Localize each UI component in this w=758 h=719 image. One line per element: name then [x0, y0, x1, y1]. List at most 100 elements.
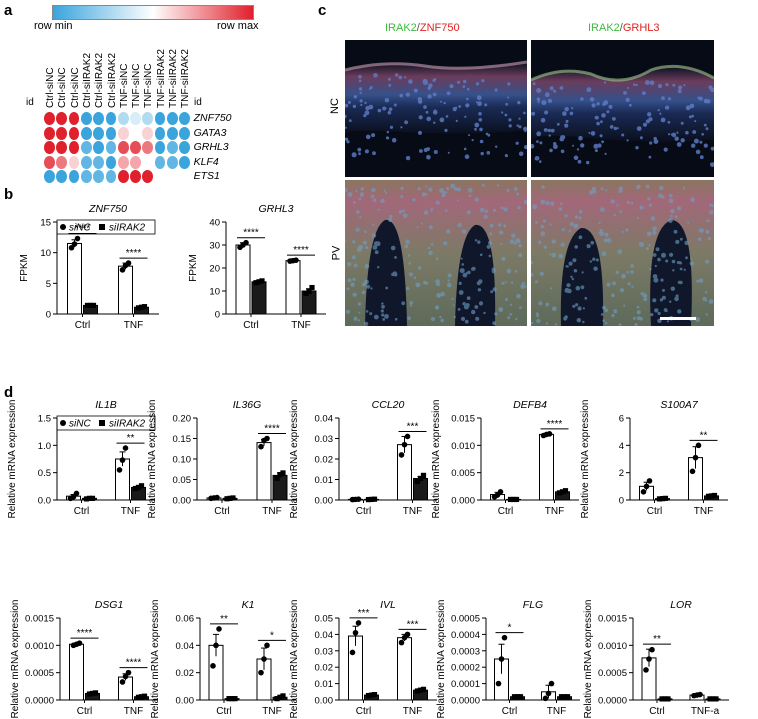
data-point-siNC — [548, 680, 555, 687]
data-point-siIRAK2 — [253, 280, 259, 286]
micrograph-pv-znf750 — [345, 180, 527, 326]
significance-label: * — [270, 630, 274, 641]
heatmap-cell — [130, 126, 141, 140]
chart-title: S100A7 — [660, 399, 699, 411]
data-point-siIRAK2 — [414, 478, 421, 485]
significance-label: *** — [407, 619, 419, 630]
heatmap-cell — [56, 126, 68, 140]
data-point-siIRAK2 — [229, 696, 235, 702]
heatmap-cell — [68, 112, 80, 125]
micrograph-pv-grhl3 — [531, 180, 714, 326]
data-point-siIRAK2 — [309, 284, 315, 291]
y-tick-label: 0.0000 — [25, 696, 54, 707]
data-point-siIRAK2 — [141, 304, 148, 310]
data-point-siIRAK2 — [371, 691, 378, 698]
y-tick-label: 10 — [209, 287, 220, 298]
x-tick-label: TNF — [262, 706, 281, 717]
y-tick-label: 0.04 — [176, 641, 195, 652]
data-point-siNC — [646, 656, 652, 662]
data-point-siIRAK2 — [224, 496, 230, 502]
y-axis-label: Relative mRNA expression — [431, 400, 442, 519]
y-tick-label: 0.005 — [451, 468, 475, 479]
y-tick-label: 0.0010 — [598, 641, 627, 652]
heatmap-cell — [130, 170, 141, 183]
data-point-siIRAK2 — [517, 694, 524, 700]
heatmap-cell — [68, 155, 80, 169]
x-tick-label: TNF — [403, 706, 422, 717]
chart-title: K1 — [242, 599, 255, 611]
y-tick-label: 0.02 — [176, 668, 195, 679]
significance-label: * — [508, 623, 512, 634]
data-point-siIRAK2 — [510, 496, 517, 503]
data-point-siNC — [643, 667, 649, 673]
heatmap-cell — [117, 155, 129, 169]
id-label-right: id — [194, 97, 202, 108]
y-tick-label: 0.01 — [315, 475, 334, 486]
heatmap-cell — [80, 170, 92, 183]
heatmap-cell — [56, 170, 68, 183]
heatmap-cell — [117, 141, 129, 154]
data-point-siIRAK2 — [138, 304, 145, 310]
x-tick-label: Ctrl — [216, 706, 232, 717]
y-tick-label: 0.0005 — [25, 668, 54, 679]
heatmap-cell — [68, 170, 80, 183]
chart-title: ZNF750 — [88, 203, 127, 215]
y-tick-label: 0.0015 — [598, 614, 627, 625]
data-point-siNC — [695, 442, 702, 449]
legend-label-siNC: siNC — [69, 223, 91, 234]
y-tick-label: 0.15 — [173, 434, 192, 445]
significance-label: **** — [243, 228, 259, 239]
y-tick-label: 5 — [46, 279, 51, 290]
micro-title-left: IRAK2/ZNF750 — [385, 22, 460, 34]
data-point-siIRAK2 — [86, 495, 93, 501]
data-point-siIRAK2 — [89, 495, 96, 501]
bar-siNC — [118, 265, 133, 315]
heatmap-row-label: ETS1 — [193, 170, 220, 182]
y-tick-label: 0 — [215, 310, 220, 321]
data-point-siIRAK2 — [659, 696, 665, 702]
data-point-siIRAK2 — [274, 475, 280, 481]
y-tick-label: 0.00 — [173, 496, 192, 507]
heatmap-cell — [167, 170, 178, 183]
significance-label: ** — [653, 634, 661, 645]
y-tick-label: 0.0000 — [451, 696, 480, 707]
y-tick-label: 0.0005 — [598, 668, 627, 679]
heatmap-cell — [93, 141, 104, 154]
heatmap-cell — [93, 155, 104, 169]
heatmap-cell — [44, 126, 55, 140]
data-point-siNC — [214, 494, 220, 501]
heatmap-cell — [56, 112, 68, 125]
x-tick-label: Ctrl — [502, 706, 518, 717]
heatmap-cell — [179, 170, 191, 183]
significance-label: **** — [126, 248, 142, 259]
x-tick-label: Ctrl — [214, 506, 230, 517]
heatmap-cell — [80, 155, 92, 169]
data-point-siIRAK2 — [306, 288, 312, 295]
y-tick-label: 0.05 — [315, 614, 334, 625]
heatmap-cell — [105, 155, 117, 169]
micrograph-nc-grhl3 — [531, 40, 714, 177]
data-point-siNC — [264, 435, 270, 442]
heatmap-cell — [179, 126, 191, 140]
x-tick-label: TNF — [547, 706, 566, 717]
data-point-siIRAK2 — [87, 302, 94, 309]
heatmap-cell — [93, 112, 104, 125]
bar-siNC — [285, 260, 301, 315]
data-point-siNC — [640, 489, 647, 495]
x-tick-label: TNF — [121, 506, 140, 517]
bar-siNC — [67, 242, 82, 315]
y-tick-label: 0.0015 — [25, 614, 54, 625]
data-point-siNC — [495, 680, 502, 687]
data-point-siNC — [122, 673, 129, 680]
bar-siNC — [539, 433, 554, 501]
heatmap-cell — [167, 141, 178, 154]
legend-box — [56, 415, 156, 431]
y-tick-label: 0.0002 — [451, 663, 480, 674]
data-point-siNC — [649, 646, 655, 653]
data-point-siIRAK2 — [280, 470, 286, 476]
legend-min-label: row min — [34, 20, 73, 32]
data-point-siNC — [542, 695, 549, 702]
y-axis-label: Relative mRNA expression — [580, 400, 591, 519]
y-tick-label: 0.0005 — [451, 614, 480, 625]
data-point-siIRAK2 — [371, 496, 378, 502]
